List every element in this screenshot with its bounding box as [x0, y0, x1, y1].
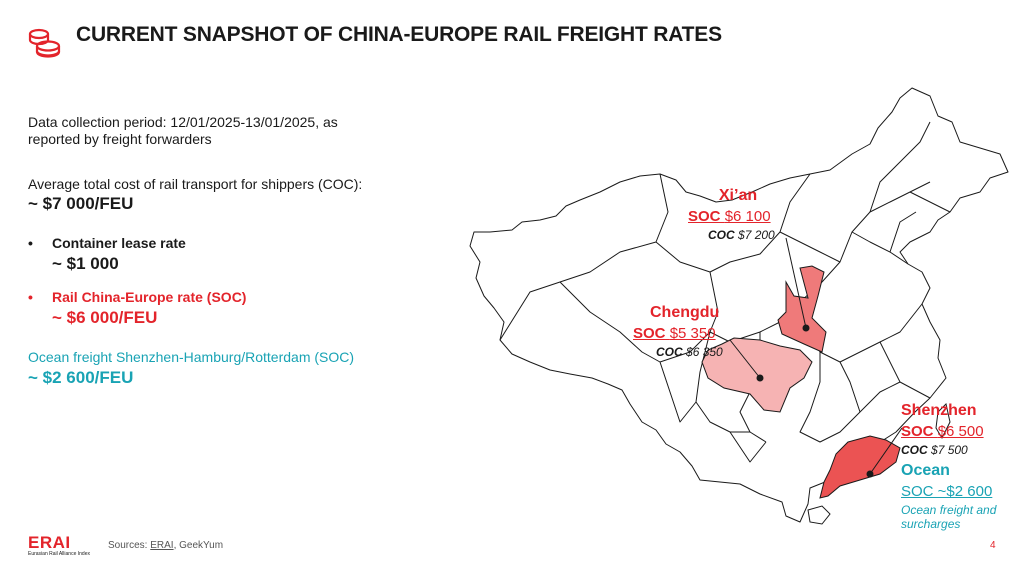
coc-value: $6 350 — [686, 345, 723, 359]
chengdu-soc: SOC $5 350 — [633, 325, 716, 342]
rail-rate-value: ~ $6 000/FEU — [52, 308, 158, 327]
coins-icon — [28, 28, 61, 58]
sources-prefix: Sources: — [108, 540, 148, 551]
guangdong-region — [819, 435, 901, 499]
xian-leader — [785, 237, 807, 329]
shenzhen-name: Shenzhen — [901, 402, 977, 419]
data-period: Data collection period: 12/01/2025-13/01… — [28, 114, 338, 148]
hainan-island — [807, 505, 831, 525]
chengdu-name: Chengdu — [650, 304, 720, 321]
china-outline — [469, 87, 1009, 523]
soc-prefix: SOC — [633, 325, 666, 342]
shenzhen-leader — [869, 427, 903, 475]
bullet-rail-rate: • Rail China-Europe rate (SOC) — [28, 289, 246, 306]
chengdu-leader — [729, 339, 761, 379]
data-period-line1: Data collection period: 12/01/2025-13/01… — [28, 114, 338, 130]
coc-prefix: COC — [901, 443, 928, 457]
xian-soc: SOC $6 100 — [688, 208, 771, 225]
ocean-soc: SOC ~$2 600 — [901, 483, 993, 500]
sources: Sources: ERAI, GeekYum — [108, 540, 223, 551]
source-link-erai[interactable]: ERAI — [150, 540, 174, 551]
coc-prefix: COC — [708, 228, 735, 242]
xian-name: Xi’an — [718, 187, 758, 204]
coc-value: $7 200 — [738, 228, 775, 242]
soc-prefix: SOC — [688, 208, 721, 225]
container-lease-value: ~ $1 000 — [52, 254, 119, 273]
shenzhen-soc: SOC $6 500 — [901, 423, 984, 440]
data-period-line2: reported by freight forwarders — [28, 131, 212, 147]
china-map — [469, 87, 1009, 525]
page-title: CURRENT SNAPSHOT OF CHINA-EUROPE RAIL FR… — [76, 23, 722, 46]
ocean-note: Ocean freight and surcharges — [901, 503, 996, 531]
source-geekyum: , GeekYum — [173, 540, 224, 551]
soc-prefix: SOC — [901, 423, 934, 440]
bullet-label: Container lease rate — [52, 235, 186, 251]
average-cost-value: ~ $7 000/FEU — [28, 194, 134, 213]
xian-coc: COC $7 200 — [708, 228, 775, 242]
taiwan-island — [935, 403, 951, 440]
bullet-container-lease: • Container lease rate — [28, 235, 186, 252]
erai-logo-text: ERAI — [28, 533, 71, 552]
xian-label: Xi’an — [688, 187, 788, 205]
soc-value: $5 350 — [669, 325, 716, 342]
shenzhen-coc: COC $7 500 — [901, 443, 968, 457]
soc-value: $6 500 — [937, 423, 984, 440]
bullet-label: Rail China-Europe rate (SOC) — [52, 289, 247, 305]
ocean-freight-label: Ocean freight Shenzhen-Hamburg/Rotterdam… — [28, 349, 355, 365]
erai-logo-subtitle: Eurasian Rail Alliance Index — [28, 551, 90, 557]
erai-logo: ERAI Eurasian Rail Alliance Index — [28, 534, 90, 557]
coc-value: $7 500 — [931, 443, 968, 457]
coc-prefix: COC — [656, 345, 683, 359]
chengdu-coc: COC $6 350 — [656, 345, 723, 359]
average-cost-label: Average total cost of rail transport for… — [28, 176, 363, 192]
ocean-note-line2: surcharges — [901, 517, 961, 531]
ocean-freight-value: ~ $2 600/FEU — [28, 368, 134, 387]
ocean-note-line1: Ocean freight and — [901, 503, 997, 517]
ocean-name: Ocean — [901, 462, 950, 479]
bullet-dot: • — [28, 289, 33, 305]
soc-value: $6 100 — [724, 208, 771, 225]
bullet-dot: • — [28, 235, 33, 251]
page-number: 4 — [990, 540, 996, 551]
